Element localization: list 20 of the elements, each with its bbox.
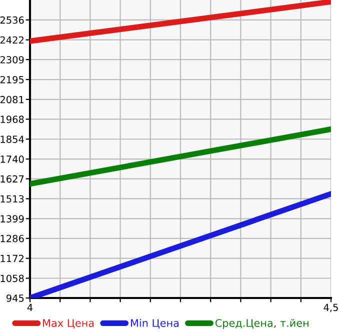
x-tick-label: 4,5 (324, 304, 338, 312)
y-tick-label: 2422 (0, 36, 24, 44)
x-tick-label: 4 (27, 304, 33, 311)
y-tick-label: 1740 (0, 156, 24, 163)
legend-label: Min Цена (130, 318, 179, 328)
y-tick-label: 1172 (0, 254, 24, 262)
y-tick-label: 1513 (0, 195, 24, 203)
y-tick-label: 1058 (0, 274, 24, 282)
y-tick-label: 1627 (0, 175, 24, 183)
y-tick-label: 2081 (0, 96, 24, 104)
y-tick-label: 945 (6, 294, 24, 302)
y-tick-label: 1968 (0, 116, 24, 124)
y-tick-label: 2536 (0, 16, 24, 24)
y-tick-label: 2195 (0, 76, 24, 84)
legend-label: Max Цена (43, 319, 94, 328)
y-tick-label: 2309 (0, 56, 24, 64)
y-tick-label: 1399 (0, 215, 24, 222)
y-tick-label: 1854 (0, 136, 24, 143)
legend-label: Сред.Цена, т.йен (215, 318, 308, 329)
y-tick-label: 1286 (0, 234, 24, 242)
